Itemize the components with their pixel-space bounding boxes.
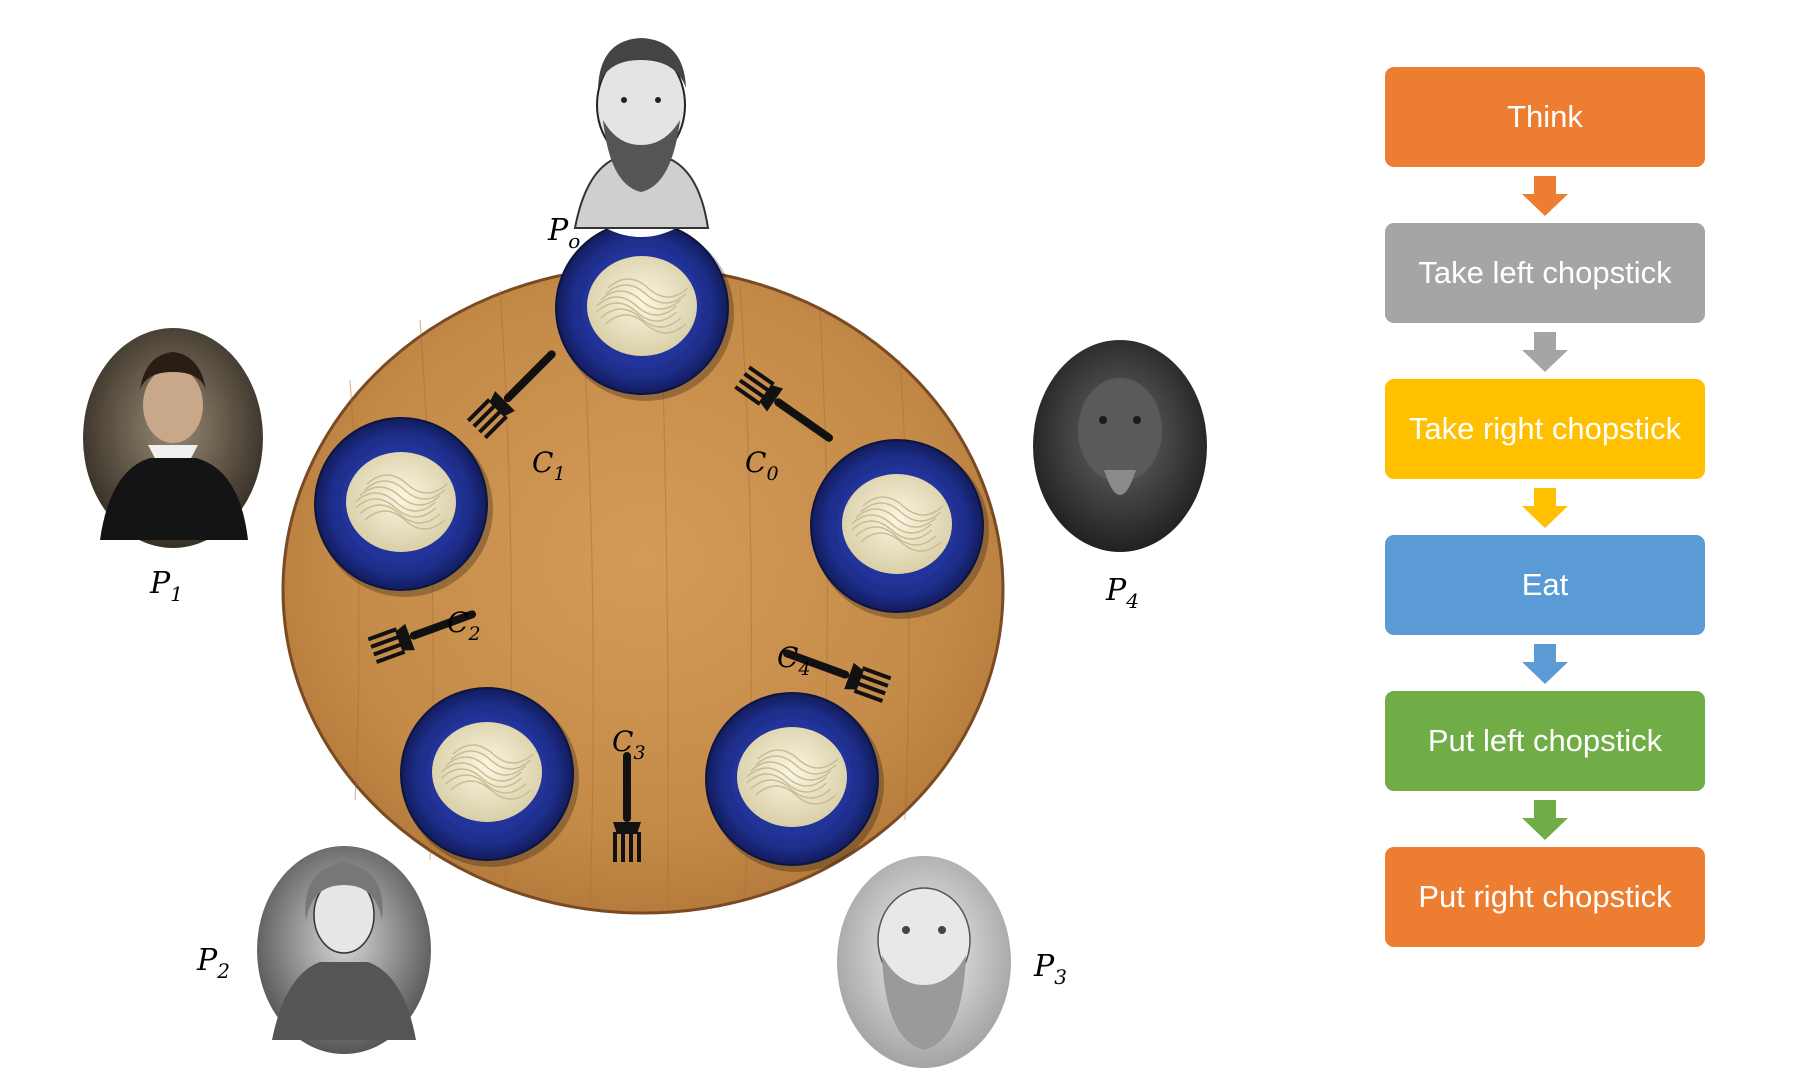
fork-icon (466, 350, 556, 440)
down-arrow-icon (1522, 332, 1568, 372)
down-arrow-icon (1522, 176, 1568, 216)
chopstick-label-c4: C4 (777, 641, 811, 680)
philosopher-portrait-p0 (556, 37, 726, 237)
flow-step: Put left chopstick (1385, 691, 1705, 791)
plate-3 (400, 687, 579, 867)
plate-2 (810, 439, 989, 619)
philosopher-label-p0: Po (547, 213, 580, 253)
philosopher-label-p1: P1 (149, 566, 183, 606)
flow-step: Think (1385, 67, 1705, 167)
chopstick-label-c0: C0 (745, 446, 779, 485)
fork-icon (367, 610, 477, 664)
philosopher-portrait-p2 (257, 846, 431, 1054)
philosopher-portrait-p3 (837, 856, 1011, 1068)
plate-1 (314, 417, 493, 597)
philosopher-label-p3: P3 (1033, 949, 1067, 989)
philosopher-portrait-p4 (1033, 340, 1207, 552)
plate-0 (555, 221, 734, 401)
flow-step: Eat (1385, 535, 1705, 635)
chopstick-label-c2: C2 (447, 606, 481, 645)
philosopher-label-p4: P4 (1105, 573, 1139, 613)
fork-icon (734, 365, 834, 442)
chopstick-label-c1: C1 (532, 446, 566, 485)
down-arrow-icon (1522, 800, 1568, 840)
flow-step: Take right chopstick (1385, 379, 1705, 479)
philosopher-portrait-p1 (83, 328, 263, 548)
down-arrow-icon (1522, 488, 1568, 528)
philosopher-label-p2: P2 (196, 943, 230, 983)
down-arrow-icon (1522, 644, 1568, 684)
chopstick-label-c3: C3 (612, 725, 646, 764)
fork-icon (782, 649, 892, 703)
plate-4 (705, 692, 884, 872)
fork-icon (613, 752, 641, 862)
flow-step: Put right chopstick (1385, 847, 1705, 947)
flow-step: Take left chopstick (1385, 223, 1705, 323)
